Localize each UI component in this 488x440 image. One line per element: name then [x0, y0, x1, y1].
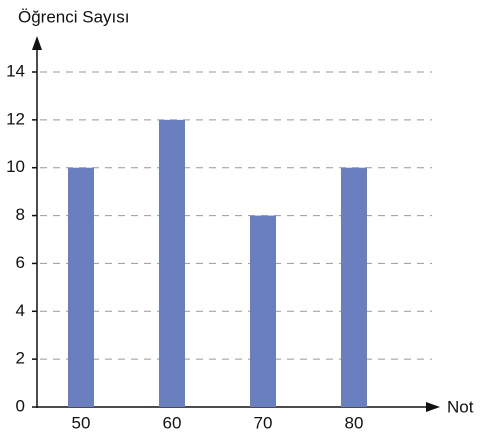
y-tick-label: 0: [16, 396, 25, 415]
x-tick-label: 80: [345, 413, 364, 432]
bar: [250, 215, 276, 407]
bar: [341, 167, 367, 407]
y-tick-label: 14: [6, 61, 25, 80]
x-axis-label: Not: [447, 397, 474, 416]
x-tick-label: 70: [254, 413, 273, 432]
y-tick-label: 6: [16, 253, 25, 272]
x-axis-arrow: [426, 402, 440, 412]
y-tick-label: 8: [16, 205, 25, 224]
y-tick-label: 2: [16, 349, 25, 368]
y-axis-label: Öğrenci Sayısı: [18, 7, 130, 26]
y-tick-label: 12: [6, 109, 25, 128]
bar: [68, 167, 94, 407]
x-tick-label: 60: [163, 413, 182, 432]
y-tick-label: 10: [6, 157, 25, 176]
x-tick-label: 50: [72, 413, 91, 432]
bar: [159, 119, 185, 407]
y-tick-label: 4: [16, 301, 25, 320]
y-axis-arrow: [32, 36, 42, 50]
